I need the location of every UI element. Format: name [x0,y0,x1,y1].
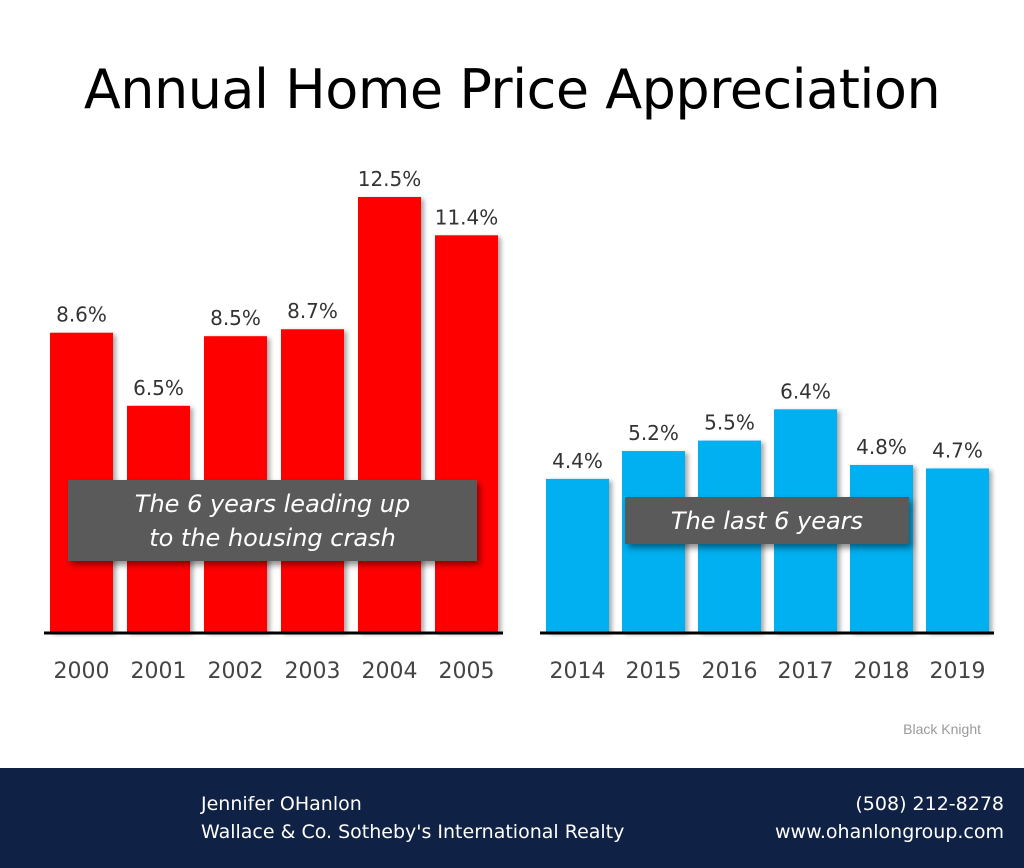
value-label-2019: 4.7% [932,438,983,462]
x-tick-2000: 2000 [54,659,110,684]
value-label-2015: 5.2% [628,421,679,445]
value-label-2002: 8.5% [210,306,261,330]
phone-number[interactable]: (508) 212-8278 [855,793,1004,815]
x-tick-2014: 2014 [550,659,606,684]
agent-name: Jennifer OHanlon [201,793,362,815]
bar-group-recent: 4.4% 2014 5.2% 2015 5.5% 2016 6.4% 2017 4.8% 2018… [540,379,994,684]
right-annotation-text: The last 6 years [670,506,864,535]
x-tick-2016: 2016 [702,659,758,684]
bar-2018 [850,464,913,632]
bar-2005 [435,235,498,632]
bar-2014 [546,478,609,632]
left-annotation-box: The 6 years leading up to the housing cr… [68,480,477,561]
source-label: Black Knight [903,721,981,737]
left-annotation-line2: to the housing crash [149,523,396,552]
x-tick-2001: 2001 [131,659,187,684]
value-label-2016: 5.5% [704,411,755,435]
value-label-2000: 8.6% [56,303,107,327]
value-label-2004: 12.5% [358,167,422,191]
page-title: Annual Home Price Appreciation [83,58,941,121]
x-tick-2015: 2015 [626,659,682,684]
agency-name: Wallace & Co. Sotheby's International Re… [201,821,625,843]
value-label-2017: 6.4% [780,379,831,403]
x-tick-2004: 2004 [362,659,418,684]
x-tick-2003: 2003 [285,659,341,684]
value-label-2003: 8.7% [287,299,338,323]
x-tick-2002: 2002 [208,659,264,684]
value-label-2018: 4.8% [856,435,907,459]
right-annotation-box: The last 6 years [625,497,909,544]
x-tick-2019: 2019 [930,659,986,684]
value-label-2005: 11.4% [435,205,499,229]
value-label-2001: 6.5% [133,376,184,400]
website-link[interactable]: www.ohanlongroup.com [774,821,1004,843]
bar-chart: 8.6% 2000 6.5% 2001 8.5% 2002 8.7% 2003 12.5% 200… [44,167,994,684]
x-tick-2005: 2005 [439,659,495,684]
x-tick-2017: 2017 [778,659,834,684]
value-label-2014: 4.4% [552,449,603,473]
x-tick-2018: 2018 [854,659,910,684]
bar-2019 [926,468,989,632]
bar-group-crash: 8.6% 2000 6.5% 2001 8.5% 2002 8.7% 2003 12.5% 200… [44,167,503,684]
bar-2004 [358,197,421,632]
left-annotation-line1: The 6 years leading up [134,489,411,518]
footer-bar: Jennifer OHanlon Wallace & Co. Sotheby's… [0,768,1024,868]
